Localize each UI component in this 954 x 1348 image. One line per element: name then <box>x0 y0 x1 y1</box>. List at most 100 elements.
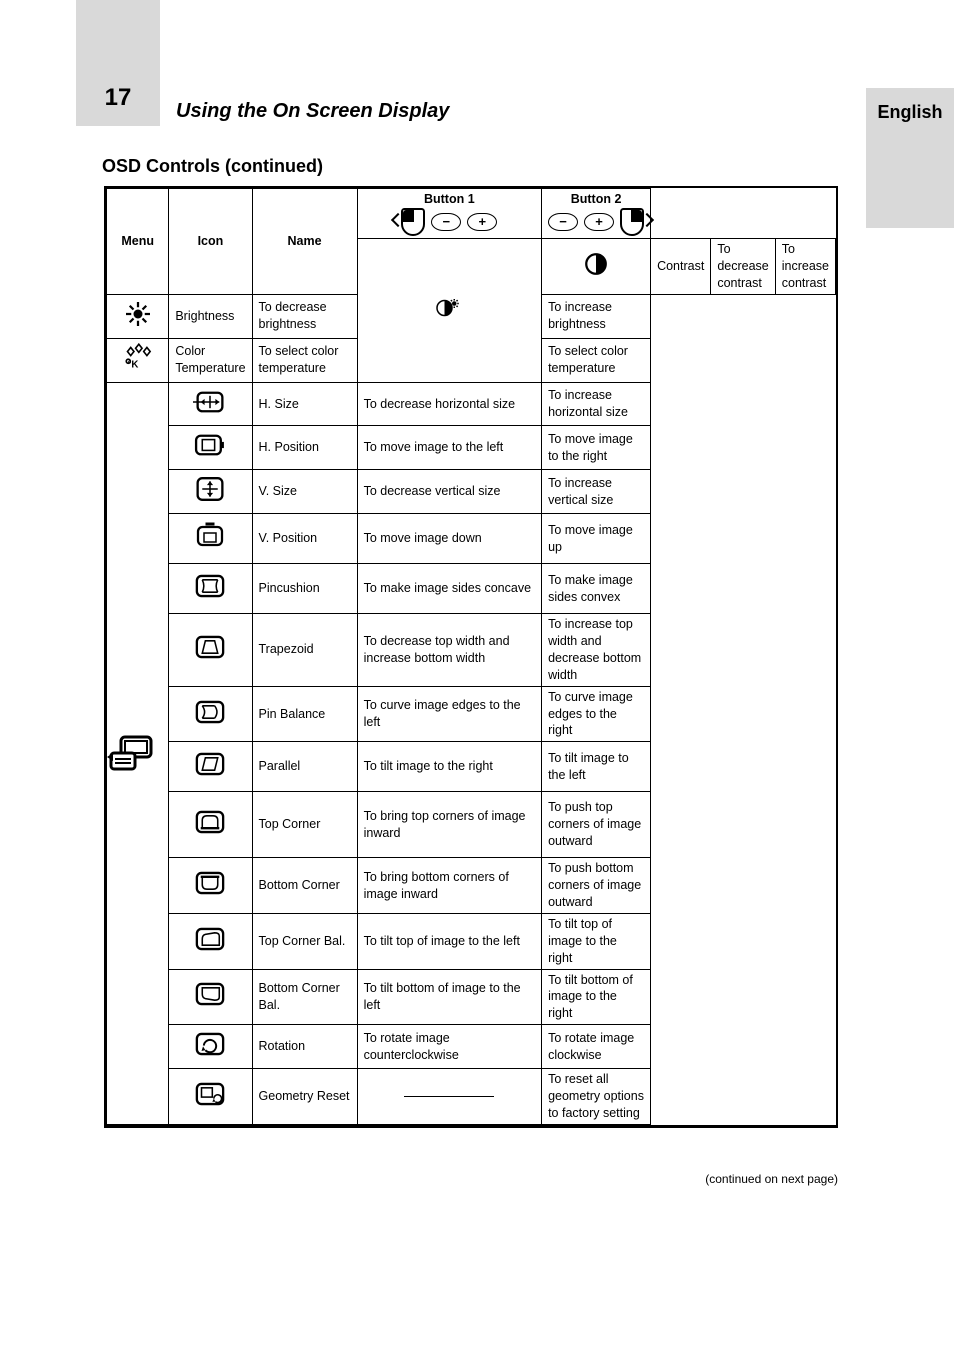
row-name: Pin Balance <box>252 686 357 742</box>
topcorner-icon-cell <box>169 792 252 858</box>
row-b2: To rotate image clockwise <box>542 1025 651 1069</box>
page-number: 17 <box>76 0 160 126</box>
bottomcorner-icon-cell <box>169 858 252 914</box>
vpos-icon <box>193 521 227 551</box>
row-b2: To tilt image to the left <box>542 742 651 792</box>
dash-icon <box>404 1096 494 1097</box>
table-row: Top Corner Bal. To tilt top of image to … <box>107 913 836 969</box>
parallel-icon <box>193 749 227 779</box>
contrast-icon <box>579 249 613 279</box>
table-row: H. Size To decrease horizontal size To i… <box>107 382 836 426</box>
hdr-button2-label: Button 2 <box>571 192 622 206</box>
row-b2: To increase top width and decrease botto… <box>542 614 651 687</box>
table-row: Parallel To tilt image to the right To t… <box>107 742 836 792</box>
row-name: Top Corner Bal. <box>252 913 357 969</box>
language-label: English <box>876 102 944 123</box>
minus-icon: − <box>431 213 461 231</box>
hdr-button2: Button 2 − + <box>542 189 651 239</box>
picture-menu-icon <box>432 293 466 323</box>
table-row: Pin Balance To curve image edges to the … <box>107 686 836 742</box>
row-name: Bottom Corner <box>252 858 357 914</box>
hdr-button1: Button 1 − + <box>357 189 541 239</box>
topcorner-icon <box>193 807 227 837</box>
parallel-icon-cell <box>169 742 252 792</box>
row-b2: To move image to the right <box>542 426 651 470</box>
row-b2: To push bottom corners of image outward <box>542 858 651 914</box>
pincushion-icon <box>193 571 227 601</box>
topcornerbal-icon-cell <box>169 913 252 969</box>
section-subtitle: OSD Controls (continued) <box>102 156 323 177</box>
hdr-button1-label: Button 1 <box>424 192 475 206</box>
osd-controls-table: Menu Icon Name Button 1 − + Button 2 − + <box>104 186 838 1128</box>
table-row: Pincushion To make image sides concave T… <box>107 564 836 614</box>
table-row: Bottom Corner Bal. To tilt bottom of ima… <box>107 969 836 1025</box>
row-name: Parallel <box>252 742 357 792</box>
row-b1: To rotate image counterclockwise <box>357 1025 541 1069</box>
row-b2: To select color temperature <box>542 338 651 382</box>
row-b1: To make image sides concave <box>357 564 541 614</box>
group-picture-icon-cell <box>357 238 541 382</box>
mouse-right-icon <box>620 208 644 236</box>
row-b2: To tilt bottom of image to the right <box>542 969 651 1025</box>
trapezoid-icon <box>193 632 227 662</box>
plus-icon: + <box>467 213 497 231</box>
row-b1: To move image to the left <box>357 426 541 470</box>
row-b1: To bring bottom corners of image inward <box>357 858 541 914</box>
row-b2: To tilt top of image to the right <box>542 913 651 969</box>
row-b1: To decrease contrast <box>711 238 775 294</box>
row-name: H. Position <box>252 426 357 470</box>
row-b1: To tilt image to the right <box>357 742 541 792</box>
row-b2: To move image up <box>542 514 651 564</box>
table-row: H. Position To move image to the left To… <box>107 426 836 470</box>
row-name: Trapezoid <box>252 614 357 687</box>
row-b1: To tilt top of image to the left <box>357 913 541 969</box>
trapezoid-icon-cell <box>169 614 252 687</box>
row-name: H. Size <box>252 382 357 426</box>
hsize-icon-cell <box>169 382 252 426</box>
row-name: Color Temperature <box>169 338 252 382</box>
pincushion-icon-cell <box>169 564 252 614</box>
row-b1: To select color temperature <box>252 338 357 382</box>
row-b2: To increase brightness <box>542 294 651 338</box>
hdr-icon: Icon <box>169 189 252 295</box>
row-name: Top Corner <box>252 792 357 858</box>
row-name: Brightness <box>169 294 252 338</box>
row-name: V. Size <box>252 470 357 514</box>
brightness-icon-cell <box>107 294 169 338</box>
row-b2: To make image sides convex <box>542 564 651 614</box>
table-row: Trapezoid To decrease top width and incr… <box>107 614 836 687</box>
colortemp-icon: °K <box>121 343 155 373</box>
table-row: Top Corner To bring top corners of image… <box>107 792 836 858</box>
bottomcornerbal-icon <box>193 979 227 1009</box>
vsize-icon <box>193 474 227 504</box>
hpos-icon <box>193 430 227 460</box>
hpos-icon-cell <box>169 426 252 470</box>
contrast-icon-cell <box>542 238 651 294</box>
row-b1: To decrease horizontal size <box>357 382 541 426</box>
geometry-menu-icon <box>107 731 159 775</box>
pinbalance-icon <box>193 697 227 727</box>
row-b2: To curve image edges to the right <box>542 686 651 742</box>
row-name: V. Position <box>252 514 357 564</box>
hsize-icon <box>193 387 227 417</box>
row-name: Bottom Corner Bal. <box>252 969 357 1025</box>
table-row: Bottom Corner To bring bottom corners of… <box>107 858 836 914</box>
vpos-icon-cell <box>169 514 252 564</box>
table-row: V. Position To move image down To move i… <box>107 514 836 564</box>
row-b1: To curve image edges to the left <box>357 686 541 742</box>
georeset-icon <box>193 1079 227 1109</box>
brightness-icon <box>121 299 155 329</box>
section-title: Using the On Screen Display <box>176 100 449 123</box>
row-b2: To increase contrast <box>775 238 835 294</box>
row-name: Geometry Reset <box>252 1069 357 1125</box>
minus-icon: − <box>548 213 578 231</box>
group-geometry-icon-cell <box>107 382 169 1124</box>
colortemp-icon-cell: °K <box>107 338 169 382</box>
row-b1 <box>357 1069 541 1125</box>
row-b2: To increase horizontal size <box>542 382 651 426</box>
row-name: Contrast <box>651 238 711 294</box>
table-row: Rotation To rotate image counterclockwis… <box>107 1025 836 1069</box>
row-b1: To decrease top width and increase botto… <box>357 614 541 687</box>
continued-note: (continued on next page) <box>104 1172 838 1186</box>
hdr-name: Name <box>252 189 357 295</box>
